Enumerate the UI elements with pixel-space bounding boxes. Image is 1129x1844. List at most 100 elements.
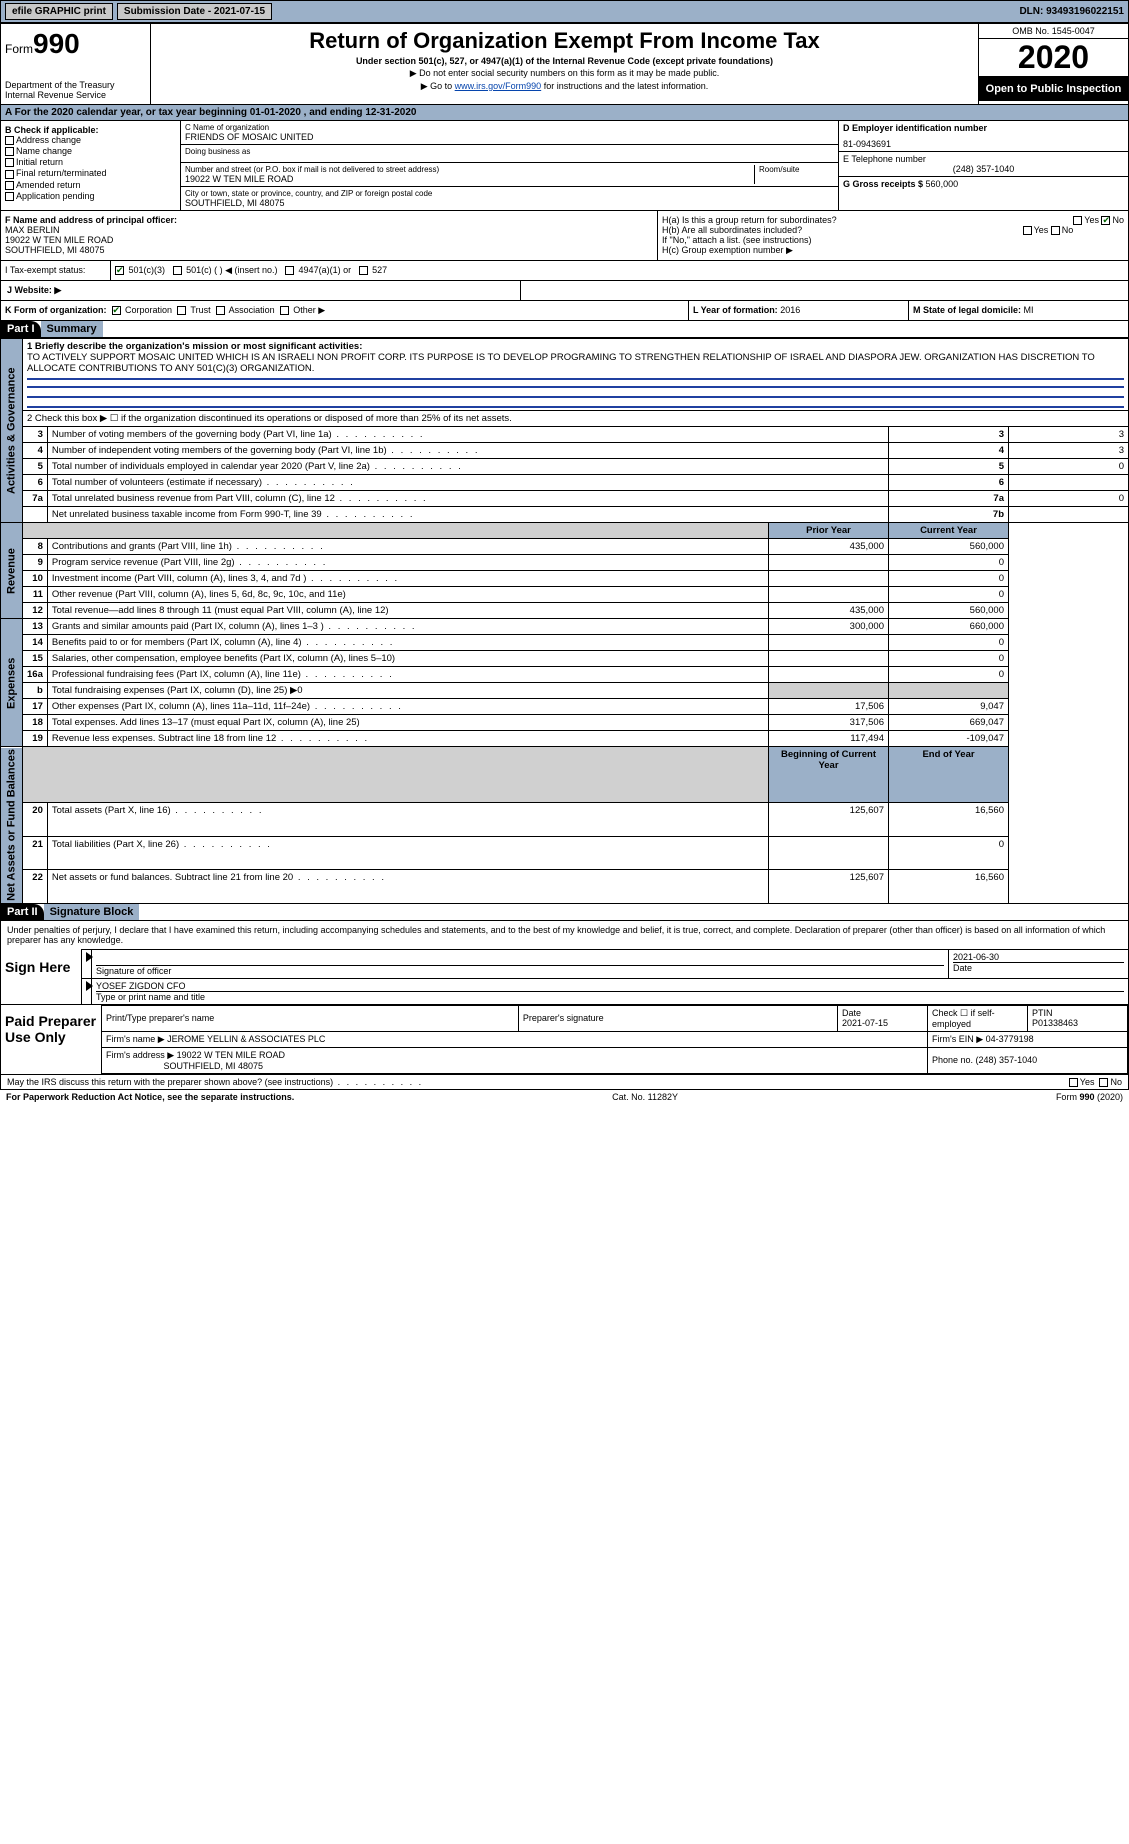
- t11: Other revenue (Part VIII, column (A), li…: [47, 587, 768, 603]
- chk-ha-yes[interactable]: [1073, 216, 1082, 225]
- n12: 12: [23, 603, 48, 619]
- prior-year-hdr: Prior Year: [769, 523, 889, 539]
- chk-trust[interactable]: [177, 306, 186, 315]
- chk-final-return[interactable]: [5, 170, 14, 179]
- chk-ha-no[interactable]: [1101, 216, 1110, 225]
- chk-app-pending[interactable]: [5, 192, 14, 201]
- firm-name-label: Firm's name ▶: [106, 1034, 167, 1044]
- chk-4947[interactable]: [285, 266, 294, 275]
- chk-other[interactable]: [280, 306, 289, 315]
- efile-print-button[interactable]: efile GRAPHIC print: [5, 3, 113, 20]
- part1-table: Activities & Governance 1 Briefly descri…: [0, 338, 1129, 904]
- rev-spacer: [23, 523, 769, 539]
- n9: 9: [23, 555, 48, 571]
- chk-527[interactable]: [359, 266, 368, 275]
- lbl-other: Other ▶: [293, 305, 325, 315]
- chk-amended[interactable]: [5, 181, 14, 190]
- t16b: Total fundraising expenses (Part IX, col…: [47, 683, 768, 699]
- chk-501c3[interactable]: [115, 266, 124, 275]
- row-ag-4: 4Number of independent voting members of…: [1, 443, 1129, 459]
- chk-hb-yes[interactable]: [1023, 226, 1032, 235]
- line1-label: 1 Briefly describe the organization's mi…: [27, 341, 362, 352]
- dln-value: 93493196022151: [1046, 6, 1124, 17]
- chk-assoc[interactable]: [216, 306, 225, 315]
- n10: 10: [23, 571, 48, 587]
- form-number-big: 990: [33, 28, 80, 59]
- declaration-text: Under penalties of perjury, I declare th…: [1, 921, 1128, 949]
- p20: 125,607: [769, 803, 889, 836]
- footer-cat: Cat. No. 11282Y: [612, 1092, 678, 1102]
- c22: 16,560: [889, 870, 1009, 903]
- p19: 117,494: [769, 731, 889, 747]
- submission-date-button[interactable]: Submission Date - 2021-07-15: [117, 3, 272, 20]
- n5: 5: [23, 459, 48, 475]
- footer-form-num: 990: [1079, 1092, 1094, 1102]
- row-ag-5: 5Total number of individuals employed in…: [1, 459, 1129, 475]
- p14: [769, 635, 889, 651]
- street-value: 19022 W TEN MILE ROAD: [185, 174, 754, 184]
- p9: [769, 555, 889, 571]
- tax-period-bar: A For the 2020 calendar year, or tax yea…: [0, 105, 1129, 121]
- firm-phone-value: (248) 357-1040: [976, 1055, 1038, 1065]
- n17: 17: [23, 699, 48, 715]
- lbl-trust: Trust: [190, 305, 210, 315]
- mission-text: TO ACTIVELY SUPPORT MOSAIC UNITED WHICH …: [27, 352, 1095, 374]
- chk-501c[interactable]: [173, 266, 182, 275]
- p11: [769, 587, 889, 603]
- chk-initial-return[interactable]: [5, 158, 14, 167]
- c11: 0: [889, 587, 1009, 603]
- signature-block: Under penalties of perjury, I declare th…: [0, 921, 1129, 1005]
- officer-type-label: Type or print name and title: [96, 992, 205, 1002]
- t20: Total assets (Part X, line 16): [47, 803, 768, 836]
- row-ag-6: 6Total number of volunteers (estimate if…: [1, 475, 1129, 491]
- firm-addr2: SOUTHFIELD, MI 48075: [164, 1061, 264, 1071]
- footer-form-suffix: (2020): [1094, 1092, 1123, 1102]
- prep-check-label: Check ☐ if self-employed: [928, 1005, 1028, 1031]
- p16b: [769, 683, 889, 699]
- firm-phone-label: Phone no.: [932, 1055, 976, 1065]
- i-options: 501(c)(3) 501(c) ( ) ◀ (insert no.) 4947…: [111, 261, 1128, 280]
- m-label: M State of legal domicile:: [913, 305, 1024, 315]
- discuss-row: May the IRS discuss this return with the…: [0, 1075, 1129, 1090]
- room-label: Room/suite: [759, 165, 834, 174]
- v7b: [1009, 507, 1129, 523]
- part1-header-row: Part ISummary: [0, 321, 1129, 338]
- note2-prefix: ▶ Go to: [421, 81, 455, 91]
- n21: 21: [23, 836, 48, 869]
- line2-cell: 2 Check this box ▶ ☐ if the organization…: [23, 411, 1129, 427]
- row-na-21: 21Total liabilities (Part X, line 26)0: [1, 836, 1129, 869]
- p10: [769, 571, 889, 587]
- chk-name-change[interactable]: [5, 147, 14, 156]
- vert-revenue: Revenue: [1, 523, 23, 619]
- prep-name-label: Print/Type preparer's name: [102, 1005, 519, 1031]
- chk-hb-no[interactable]: [1051, 226, 1060, 235]
- lbl-527: 527: [372, 265, 387, 275]
- row-rev-8: 8Contributions and grants (Part VIII, li…: [1, 539, 1129, 555]
- chk-address-change[interactable]: [5, 136, 14, 145]
- b4: 4: [889, 443, 1009, 459]
- officer-printed-name: YOSEF ZIGDON CFO: [96, 981, 1124, 992]
- ha-no-lbl: No: [1112, 215, 1124, 225]
- c14: 0: [889, 635, 1009, 651]
- k-label: K Form of organization:: [5, 305, 107, 315]
- n7b: [23, 507, 48, 523]
- irs-link[interactable]: www.irs.gov/Form990: [455, 81, 542, 91]
- line1-cell: 1 Briefly describe the organization's mi…: [23, 339, 1129, 411]
- row-rev-12: 12Total revenue—add lines 8 through 11 (…: [1, 603, 1129, 619]
- paid-preparer-block: Paid Preparer Use Only Print/Type prepar…: [0, 1005, 1129, 1075]
- discuss-yes-lbl: Yes: [1080, 1077, 1095, 1087]
- part2-badge: Part II: [1, 904, 44, 920]
- chk-discuss-no[interactable]: [1099, 1078, 1108, 1087]
- t19: Revenue less expenses. Subtract line 18 …: [47, 731, 768, 747]
- n6: 6: [23, 475, 48, 491]
- tax-year: 2020: [979, 39, 1128, 77]
- t9: Program service revenue (Part VIII, line…: [47, 555, 768, 571]
- n8: 8: [23, 539, 48, 555]
- ha-yes-lbl: Yes: [1084, 215, 1099, 225]
- row-na-20: 20Total assets (Part X, line 16)125,6071…: [1, 803, 1129, 836]
- chk-corp[interactable]: [112, 306, 121, 315]
- officer-group-block: F Name and address of principal officer:…: [0, 211, 1129, 261]
- chk-discuss-yes[interactable]: [1069, 1078, 1078, 1087]
- org-name: FRIENDS OF MOSAIC UNITED: [185, 132, 834, 142]
- officer-addr1: 19022 W TEN MILE ROAD: [5, 235, 653, 245]
